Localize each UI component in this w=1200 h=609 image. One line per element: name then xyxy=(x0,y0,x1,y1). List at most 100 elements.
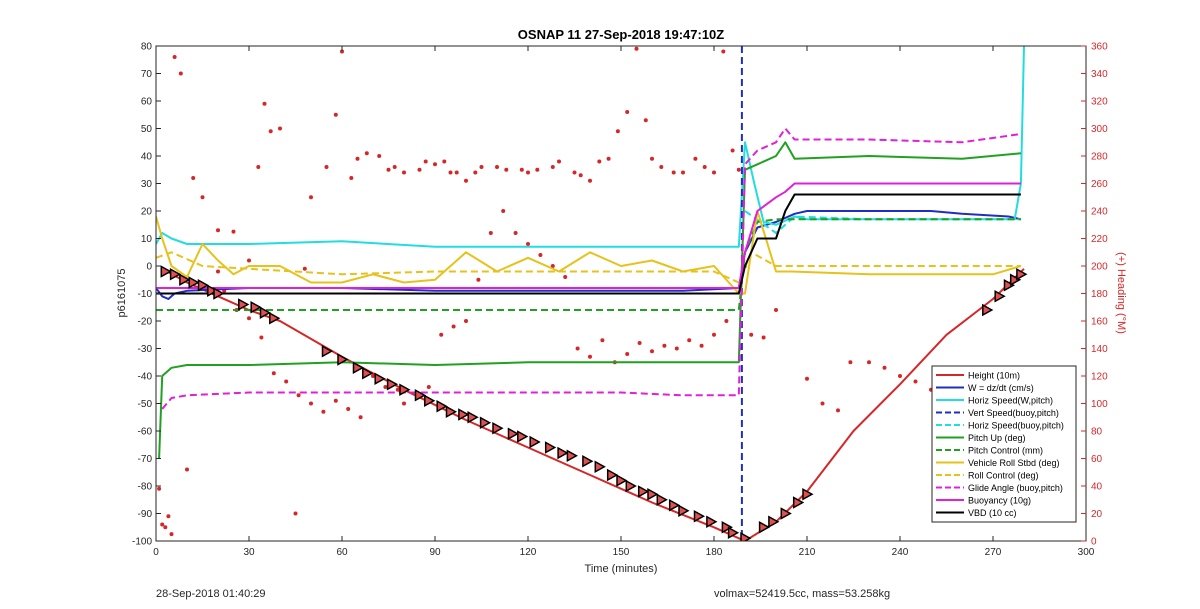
y-tick-label: -20 xyxy=(138,317,153,328)
height-marker xyxy=(557,446,569,460)
heading-point xyxy=(600,338,605,343)
height-marker xyxy=(259,306,272,320)
heading-point xyxy=(650,349,654,354)
y2-tick-label: 240 xyxy=(1091,207,1108,218)
heading-point xyxy=(178,71,183,76)
series-line xyxy=(744,210,1021,234)
heading-point xyxy=(324,165,329,169)
heading-point xyxy=(736,167,741,172)
heading-point xyxy=(526,170,530,175)
heading-point xyxy=(513,231,518,235)
heading-point xyxy=(538,253,543,257)
height-marker xyxy=(197,278,210,292)
heading-point xyxy=(296,393,301,398)
height-marker xyxy=(250,300,262,314)
y-tick-label: -60 xyxy=(138,427,153,438)
series-group xyxy=(156,46,1028,541)
heading-point xyxy=(572,170,577,175)
heading-point xyxy=(433,162,437,167)
heading-point xyxy=(163,525,168,530)
heading-point xyxy=(346,407,351,411)
heading-point xyxy=(634,46,639,51)
height-marker xyxy=(479,416,492,430)
heading-point xyxy=(358,415,363,420)
heading-point xyxy=(882,365,887,370)
heading-point xyxy=(392,165,397,169)
heading-point xyxy=(262,101,267,106)
heading-point xyxy=(712,170,716,175)
heading-point xyxy=(464,178,468,183)
y-tick-label: 10 xyxy=(141,234,153,245)
y-tick-label: 20 xyxy=(141,207,153,218)
legend-entry: Horiz Speed(W,pitch) xyxy=(968,396,1053,406)
legend-entry: Height (10m) xyxy=(968,371,1020,381)
height-marker xyxy=(1009,273,1022,287)
height-marker xyxy=(802,487,814,501)
heading-point xyxy=(702,165,707,169)
y2-tick-label: 340 xyxy=(1091,69,1108,80)
heading-point xyxy=(578,173,583,178)
heading-point xyxy=(671,170,676,175)
y-tick-label: 60 xyxy=(141,97,153,108)
height-marker xyxy=(1016,267,1028,281)
height-marker xyxy=(399,383,411,397)
heading-point xyxy=(166,514,171,519)
height-marker xyxy=(721,520,733,534)
heading-point xyxy=(588,178,592,183)
heading-point xyxy=(749,332,754,337)
height-marker xyxy=(213,287,225,300)
heading-point xyxy=(172,55,177,59)
heading-point xyxy=(867,360,871,365)
heading-point xyxy=(501,209,506,213)
heading-point xyxy=(402,170,406,175)
heading-point xyxy=(278,126,282,131)
height-marker xyxy=(507,427,520,441)
height-marker xyxy=(647,487,659,501)
heading-point xyxy=(309,401,313,406)
heading-point xyxy=(550,264,555,268)
heading-point xyxy=(637,341,642,345)
y-tick-label: -100 xyxy=(132,537,152,548)
x-tick-label: 30 xyxy=(243,547,255,558)
x-tick-label: 180 xyxy=(706,547,723,558)
heading-point xyxy=(761,335,766,340)
legend: Height (10m) W = dz/dt (cm/s) Horiz Speed(… xyxy=(931,365,1077,523)
heading-point xyxy=(247,316,251,321)
heading-point xyxy=(625,110,630,114)
y2-tick-label: 320 xyxy=(1091,97,1108,108)
height-marker xyxy=(706,515,718,529)
y-tick-label: -30 xyxy=(138,344,153,355)
heading-point xyxy=(417,167,422,172)
height-marker xyxy=(517,430,529,443)
y2-tick-label: 20 xyxy=(1091,509,1103,520)
x-tick-label: 60 xyxy=(336,547,348,558)
heading-point xyxy=(423,159,428,164)
height-marker xyxy=(740,531,752,541)
heading-point xyxy=(439,332,444,337)
axes: 0 30 60 90 120 150 180 210 240 270 300807060504030… xyxy=(132,42,1108,559)
height-marker xyxy=(414,388,427,402)
x-tick-label: 150 xyxy=(613,547,630,558)
height-marker xyxy=(352,361,365,375)
heading-point xyxy=(231,229,236,234)
heading-point xyxy=(284,379,289,384)
heading-point xyxy=(185,467,189,472)
heading-point xyxy=(730,148,735,153)
heading-point xyxy=(848,360,853,365)
height-marker xyxy=(467,410,479,424)
x-tick-label: 300 xyxy=(1078,547,1095,558)
legend-box xyxy=(931,365,1077,523)
heading-point xyxy=(309,195,313,200)
legend-entry: W = dz/dt (cm/s) xyxy=(968,383,1034,393)
heading-point xyxy=(333,112,338,117)
heading-point xyxy=(504,167,509,172)
x-tick-label: 0 xyxy=(153,547,159,558)
y-tick-label: -10 xyxy=(138,289,153,300)
series-line xyxy=(156,193,1021,295)
x-axis-label: Time (minutes) xyxy=(585,563,658,575)
heading-point xyxy=(615,129,620,134)
height-marker xyxy=(668,498,681,512)
legend-entry: Vert Speed(buoy,pitch) xyxy=(968,408,1059,418)
y2-tick-label: 40 xyxy=(1091,482,1103,493)
y-tick-label: -80 xyxy=(138,482,153,493)
